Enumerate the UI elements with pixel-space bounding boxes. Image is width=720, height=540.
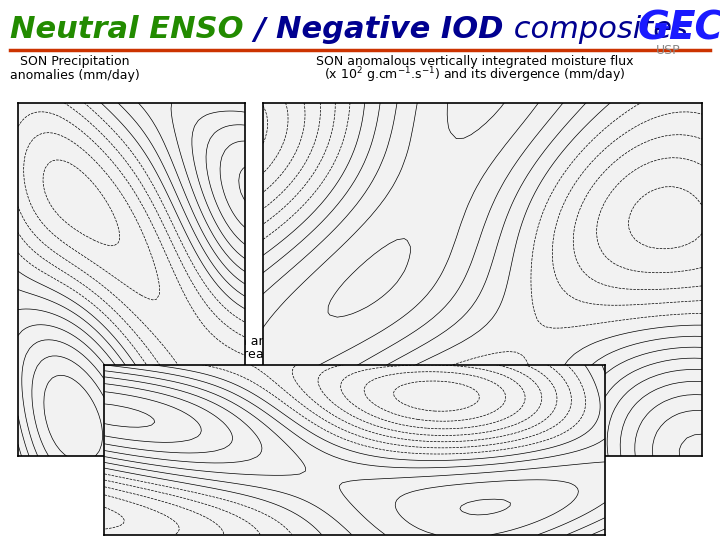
Text: stream function (x 10$^{6}$m$^{2}$/s) anomalies: stream function (x 10$^{6}$m$^{2}$/s) an…	[230, 345, 475, 363]
Text: EC: EC	[668, 9, 720, 47]
Text: (x 10$^{2}$ g.cm$^{-1}$.s$^{-1}$) and its divergence (mm/day): (x 10$^{2}$ g.cm$^{-1}$.s$^{-1}$) and it…	[324, 65, 626, 85]
Text: r: r	[656, 22, 667, 42]
Text: SON anomalous vertically integrated moisture flux: SON anomalous vertically integrated mois…	[316, 56, 634, 69]
Text: G: G	[638, 9, 670, 47]
Text: Neutral ENSO: Neutral ENSO	[10, 16, 243, 44]
Text: Negative IOD: Negative IOD	[276, 16, 503, 44]
Text: composites: composites	[503, 16, 688, 44]
Text: anomalies (mm/day): anomalies (mm/day)	[10, 69, 140, 82]
Text: SON 200hPa anomalous zonally asymmetric component of: SON 200hPa anomalous zonally asymmetric …	[169, 335, 536, 348]
Text: /: /	[243, 16, 276, 44]
Text: USP: USP	[656, 44, 680, 57]
Text: SON Precipitation: SON Precipitation	[20, 56, 130, 69]
